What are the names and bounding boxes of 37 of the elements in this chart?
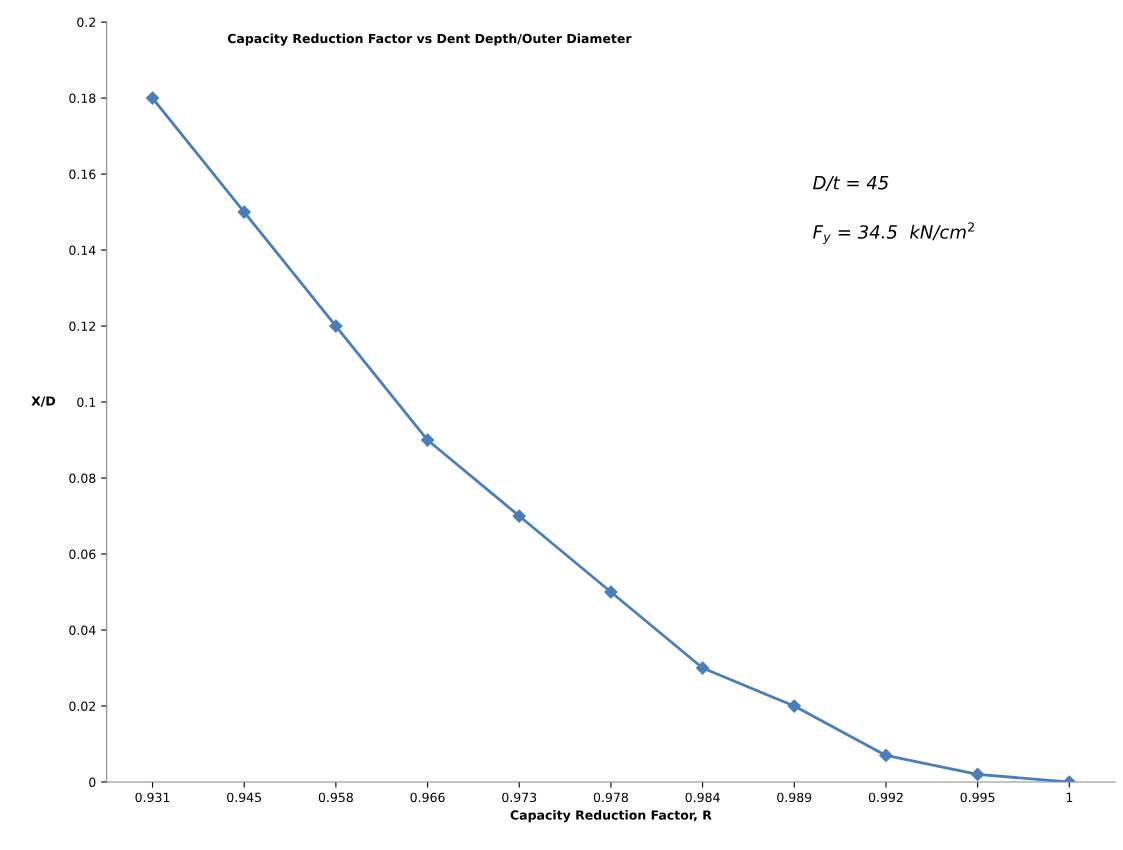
y-tick-label: 0.1 [77, 397, 96, 407]
x-tick-label: 0.992 [868, 792, 903, 803]
x-tick-label: 0.931 [135, 792, 170, 803]
x-tick-label: 0.989 [777, 792, 812, 803]
y-tick-label: 0.16 [69, 169, 96, 180]
point [879, 748, 893, 762]
point [512, 509, 526, 523]
point [329, 319, 343, 333]
annotation: F$_{y}$ = 34.5 kN/cm$^{2}$ [813, 222, 974, 245]
y-tick-label: 0.08 [69, 473, 96, 483]
point [420, 433, 435, 447]
point [696, 661, 710, 675]
y-axis-title: X/D [31, 396, 56, 407]
x-tick-label: 1 [1066, 792, 1073, 802]
x-tick-label: 0.978 [593, 792, 628, 803]
text: Capacity Reduction Factor vs Dent Depth/Outer Diameter [227, 33, 632, 46]
y-tick-label: 0.14 [69, 245, 96, 255]
y-tick-label: 0.2 [77, 17, 96, 28]
point [971, 767, 985, 781]
point [604, 585, 618, 599]
x-tick-label: 0.958 [318, 792, 353, 803]
y-tick-label: 0.18 [69, 93, 96, 104]
annotation: D/t = 45 [813, 176, 889, 191]
y-tick-label: 0 [89, 777, 96, 787]
x-tick-label: 0.973 [502, 792, 537, 803]
point [787, 699, 801, 713]
x-tick-label: 0.945 [227, 792, 261, 803]
x-axis-title: Capacity Reduction Factor, R [510, 810, 712, 823]
y-tick-label: 0.04 [69, 625, 96, 635]
y-tick-label: 0.06 [69, 549, 96, 559]
y-tick-label: 0.02 [69, 701, 96, 711]
x-tick-label: 0.966 [410, 792, 445, 803]
y-tick-label: 0.12 [69, 321, 96, 331]
x-tick-label: 0.995 [960, 792, 995, 803]
x-tick-label: 0.984 [685, 792, 720, 803]
point [145, 91, 160, 105]
point [237, 205, 251, 219]
